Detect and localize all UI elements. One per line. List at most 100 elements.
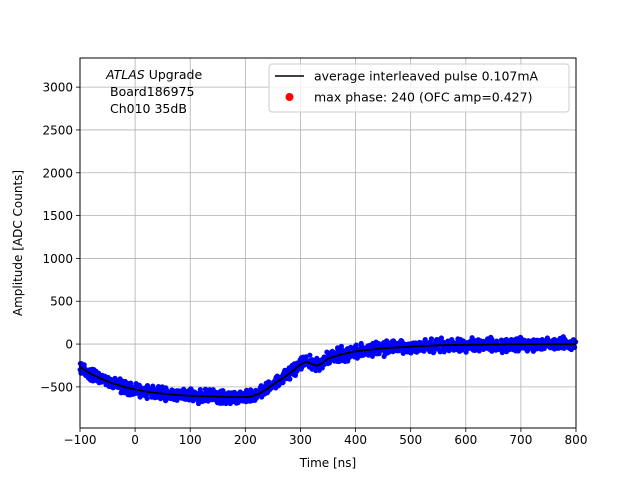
data-point bbox=[369, 353, 375, 359]
data-point bbox=[226, 390, 232, 396]
x-tick-label: 500 bbox=[399, 433, 422, 447]
data-point bbox=[384, 338, 390, 344]
data-point bbox=[230, 398, 236, 405]
data-point bbox=[438, 335, 444, 341]
y-tick-label: 1500 bbox=[42, 209, 73, 223]
data-point bbox=[354, 355, 360, 361]
data-point bbox=[495, 344, 501, 350]
legend-marker-max-phase bbox=[285, 93, 294, 101]
svg-text:ATLAS Upgrade: ATLAS Upgrade bbox=[105, 67, 202, 82]
data-point bbox=[223, 400, 229, 407]
legend-entry-average-pulse: average interleaved pulse 0.107mA bbox=[314, 69, 539, 84]
data-point bbox=[197, 387, 203, 393]
data-point bbox=[489, 348, 495, 354]
y-tick-label: −500 bbox=[40, 380, 73, 394]
data-point bbox=[525, 338, 531, 344]
data-point bbox=[445, 338, 451, 344]
x-tick-label: −100 bbox=[64, 433, 97, 447]
data-point bbox=[158, 385, 164, 391]
x-tick-label: 400 bbox=[344, 433, 367, 447]
y-tick-label: 2000 bbox=[42, 166, 73, 180]
data-point bbox=[315, 366, 321, 372]
data-point bbox=[309, 357, 315, 363]
data-point bbox=[558, 345, 565, 351]
y-tick-label: 3000 bbox=[42, 81, 73, 95]
x-tick-label: 200 bbox=[234, 433, 257, 447]
data-point bbox=[486, 337, 492, 343]
data-point bbox=[242, 398, 248, 404]
x-tick-label: 700 bbox=[509, 433, 532, 447]
legend-frame bbox=[268, 63, 570, 113]
x-tick-label: 0 bbox=[131, 433, 139, 447]
data-point bbox=[388, 341, 394, 347]
data-point bbox=[434, 337, 440, 343]
x-tick-label: 300 bbox=[289, 433, 312, 447]
plot-frame bbox=[79, 57, 577, 429]
data-point bbox=[285, 367, 291, 373]
data-point bbox=[188, 395, 194, 401]
data-point bbox=[171, 396, 177, 402]
x-tick-label: 100 bbox=[179, 433, 202, 447]
data-point bbox=[193, 391, 199, 397]
atlas-label: ATLAS bbox=[105, 67, 145, 82]
channel-label: Ch010 35dB bbox=[110, 101, 187, 116]
data-point bbox=[86, 375, 92, 381]
upgrade-label: Upgrade bbox=[145, 67, 203, 82]
data-point bbox=[482, 339, 488, 345]
average-pulse-curve bbox=[79, 343, 576, 399]
data-point bbox=[337, 357, 343, 363]
y-tick-label: 2500 bbox=[42, 123, 73, 137]
data-point bbox=[458, 347, 464, 353]
data-point bbox=[436, 346, 442, 352]
data-point bbox=[252, 397, 258, 403]
data-point bbox=[91, 367, 97, 373]
data-point bbox=[562, 337, 569, 343]
data-point bbox=[552, 339, 558, 345]
y-tick-label: 500 bbox=[50, 295, 73, 309]
data-point bbox=[525, 346, 532, 352]
data-point bbox=[118, 390, 124, 396]
data-point bbox=[303, 355, 309, 361]
legend-entry-max-phase: max phase: 240 (OFC amp=0.427) bbox=[314, 90, 532, 105]
data-point bbox=[150, 383, 156, 389]
data-point bbox=[367, 342, 373, 348]
legend: average interleaved pulse 0.107mA max ph… bbox=[268, 63, 570, 113]
y-axis-label: Amplitude [ADC Counts] bbox=[11, 170, 25, 316]
data-point bbox=[275, 382, 281, 388]
data-point bbox=[513, 336, 519, 342]
data-point bbox=[416, 339, 423, 346]
data-point bbox=[467, 338, 473, 345]
data-point bbox=[118, 378, 124, 384]
data-point bbox=[422, 340, 428, 346]
axes: −100 0 100 200 300 400 500 600 700 800 −500 0 500 100… bbox=[40, 81, 587, 447]
data-point bbox=[506, 345, 513, 352]
y-tick-label: 1000 bbox=[42, 252, 73, 266]
data-point bbox=[519, 337, 525, 343]
data-point bbox=[381, 353, 387, 359]
data-point bbox=[352, 344, 358, 350]
board-label: Board186975 bbox=[110, 84, 194, 99]
data-point bbox=[82, 371, 88, 377]
data-point bbox=[153, 392, 159, 399]
data-point bbox=[335, 346, 341, 352]
data-point bbox=[200, 396, 206, 402]
data-point bbox=[257, 385, 263, 391]
data-point bbox=[400, 350, 406, 356]
data-point bbox=[499, 349, 505, 356]
data-point bbox=[235, 399, 241, 406]
data-point bbox=[362, 350, 369, 356]
x-axis-label: Time [ns] bbox=[299, 456, 356, 470]
x-tick-label: 600 bbox=[454, 433, 477, 447]
data-point bbox=[128, 389, 134, 395]
data-point bbox=[217, 400, 223, 406]
y-tick-label: 0 bbox=[65, 338, 73, 352]
atlas-annotation: ATLAS Upgrade Board186975 Ch010 35dB bbox=[105, 67, 202, 116]
data-point bbox=[108, 383, 114, 389]
data-point bbox=[539, 337, 545, 343]
data-point bbox=[541, 345, 547, 351]
data-point bbox=[103, 382, 109, 388]
data-point bbox=[122, 378, 128, 385]
data-point bbox=[281, 370, 287, 376]
data-point bbox=[470, 346, 476, 352]
